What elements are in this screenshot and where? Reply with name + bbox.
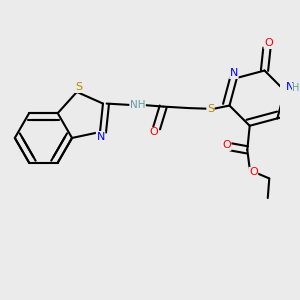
Text: NH: NH — [130, 100, 145, 110]
Text: S: S — [207, 104, 214, 114]
Text: O: O — [149, 128, 158, 137]
Text: N: N — [96, 131, 105, 142]
Text: O: O — [249, 167, 258, 177]
Text: O: O — [222, 140, 231, 150]
Text: H: H — [292, 83, 300, 93]
Text: O: O — [264, 38, 273, 48]
Text: N: N — [230, 68, 238, 78]
Text: S: S — [75, 82, 82, 92]
Text: N: N — [286, 82, 294, 92]
